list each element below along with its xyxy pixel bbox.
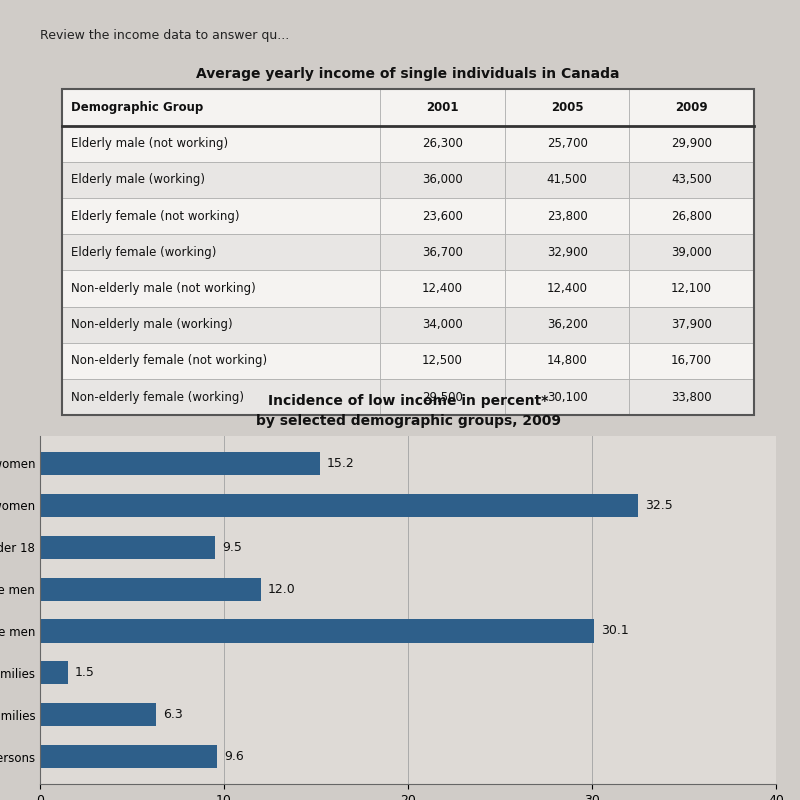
- Text: 23,800: 23,800: [546, 210, 587, 222]
- Text: 12.0: 12.0: [268, 582, 296, 595]
- Text: Elderly female (not working): Elderly female (not working): [71, 210, 239, 222]
- Text: 14,800: 14,800: [546, 354, 587, 367]
- Text: Non-elderly male (working): Non-elderly male (working): [71, 318, 233, 331]
- Text: Review the income data to answer qu...: Review the income data to answer qu...: [40, 29, 290, 42]
- FancyBboxPatch shape: [505, 270, 630, 306]
- FancyBboxPatch shape: [505, 306, 630, 342]
- Text: Non-elderly female (working): Non-elderly female (working): [71, 390, 244, 403]
- Bar: [40, 452, 320, 475]
- Text: 2009: 2009: [675, 101, 708, 114]
- Text: 41,500: 41,500: [546, 174, 587, 186]
- Text: 1.5: 1.5: [75, 666, 95, 679]
- FancyBboxPatch shape: [380, 270, 505, 306]
- FancyBboxPatch shape: [630, 90, 754, 126]
- FancyBboxPatch shape: [380, 379, 505, 415]
- Text: 32,900: 32,900: [546, 246, 587, 258]
- Bar: [40, 703, 156, 726]
- FancyBboxPatch shape: [505, 379, 630, 415]
- Text: 39,000: 39,000: [671, 246, 712, 258]
- Text: 2005: 2005: [551, 101, 583, 114]
- Text: 36,000: 36,000: [422, 174, 463, 186]
- FancyBboxPatch shape: [380, 162, 505, 198]
- FancyBboxPatch shape: [380, 90, 505, 126]
- FancyBboxPatch shape: [630, 198, 754, 234]
- Text: 30.1: 30.1: [602, 625, 629, 638]
- FancyBboxPatch shape: [630, 306, 754, 342]
- FancyBboxPatch shape: [380, 234, 505, 270]
- FancyBboxPatch shape: [505, 126, 630, 162]
- Text: 32.5: 32.5: [646, 499, 673, 512]
- FancyBboxPatch shape: [630, 342, 754, 379]
- Text: 36,700: 36,700: [422, 246, 463, 258]
- FancyBboxPatch shape: [62, 90, 380, 126]
- FancyBboxPatch shape: [630, 234, 754, 270]
- FancyBboxPatch shape: [505, 162, 630, 198]
- Text: Elderly male (not working): Elderly male (not working): [71, 137, 228, 150]
- FancyBboxPatch shape: [380, 126, 505, 162]
- Bar: [40, 536, 214, 558]
- Text: Average yearly income of single individuals in Canada: Average yearly income of single individu…: [196, 67, 620, 81]
- Text: 26,800: 26,800: [671, 210, 712, 222]
- Text: Elderly female (working): Elderly female (working): [71, 246, 216, 258]
- Text: Demographic Group: Demographic Group: [71, 101, 203, 114]
- FancyBboxPatch shape: [62, 306, 380, 342]
- FancyBboxPatch shape: [62, 198, 380, 234]
- Text: 12,400: 12,400: [546, 282, 588, 295]
- Text: 12,500: 12,500: [422, 354, 463, 367]
- Title: Incidence of low income in percent*
by selected demographic groups, 2009: Incidence of low income in percent* by s…: [255, 394, 561, 428]
- Bar: [40, 662, 67, 684]
- FancyBboxPatch shape: [62, 270, 380, 306]
- Text: 2001: 2001: [426, 101, 459, 114]
- Text: 29,500: 29,500: [422, 390, 463, 403]
- Text: 6.3: 6.3: [163, 708, 183, 722]
- Text: 9.6: 9.6: [224, 750, 244, 763]
- FancyBboxPatch shape: [380, 342, 505, 379]
- Text: 26,300: 26,300: [422, 137, 463, 150]
- FancyBboxPatch shape: [630, 379, 754, 415]
- FancyBboxPatch shape: [630, 126, 754, 162]
- Text: 9.5: 9.5: [222, 541, 242, 554]
- Text: 43,500: 43,500: [671, 174, 712, 186]
- Text: 12,400: 12,400: [422, 282, 463, 295]
- FancyBboxPatch shape: [505, 234, 630, 270]
- Text: 37,900: 37,900: [671, 318, 712, 331]
- Text: Non-elderly male (not working): Non-elderly male (not working): [71, 282, 256, 295]
- FancyBboxPatch shape: [630, 270, 754, 306]
- FancyBboxPatch shape: [62, 162, 380, 198]
- Bar: [40, 494, 638, 517]
- FancyBboxPatch shape: [62, 379, 380, 415]
- Bar: [40, 745, 217, 768]
- FancyBboxPatch shape: [505, 90, 630, 126]
- FancyBboxPatch shape: [62, 342, 380, 379]
- Text: 16,700: 16,700: [671, 354, 712, 367]
- Text: Elderly male (working): Elderly male (working): [71, 174, 205, 186]
- Text: 34,000: 34,000: [422, 318, 463, 331]
- FancyBboxPatch shape: [62, 126, 380, 162]
- Text: 25,700: 25,700: [546, 137, 587, 150]
- Text: Non-elderly female (not working): Non-elderly female (not working): [71, 354, 267, 367]
- Text: 33,800: 33,800: [671, 390, 712, 403]
- FancyBboxPatch shape: [630, 162, 754, 198]
- FancyBboxPatch shape: [505, 198, 630, 234]
- FancyBboxPatch shape: [62, 234, 380, 270]
- Text: 12,100: 12,100: [671, 282, 712, 295]
- Text: 36,200: 36,200: [546, 318, 587, 331]
- Text: 23,600: 23,600: [422, 210, 463, 222]
- FancyBboxPatch shape: [380, 306, 505, 342]
- Bar: [40, 619, 594, 642]
- Bar: [40, 578, 261, 601]
- Text: 30,100: 30,100: [546, 390, 587, 403]
- Text: 15.2: 15.2: [327, 457, 354, 470]
- Text: 29,900: 29,900: [671, 137, 712, 150]
- FancyBboxPatch shape: [505, 342, 630, 379]
- FancyBboxPatch shape: [380, 198, 505, 234]
